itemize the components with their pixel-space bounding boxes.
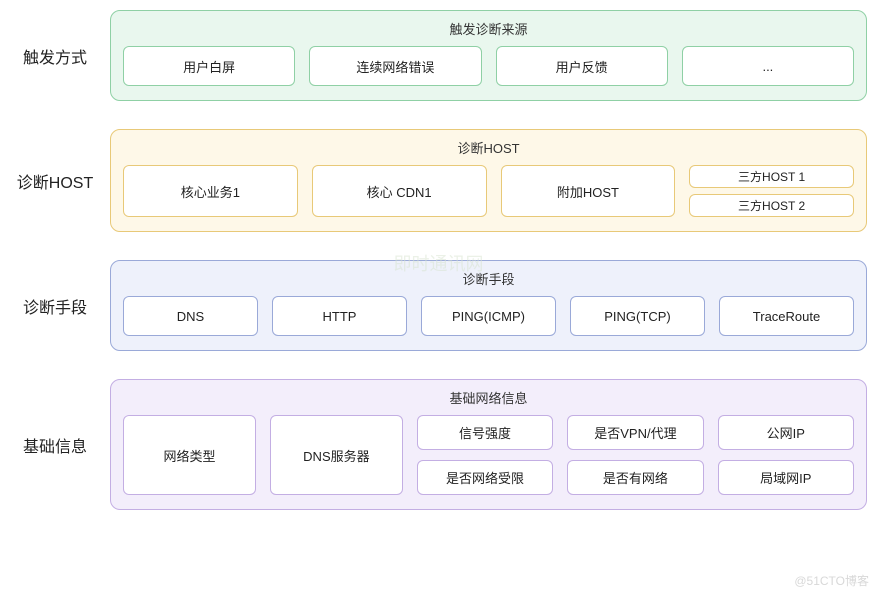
box-info-g-1: 是否VPN/代理 [567,415,703,450]
box-trigger-1: 连续网络错误 [309,46,481,86]
row-trigger: 触发方式 触发诊断来源 用户白屏 连续网络错误 用户反馈 ... [0,10,867,101]
col-info-0: 信号强度 是否网络受限 [417,415,553,495]
box-method-3: PING(TCP) [570,296,705,336]
box-info-g-0: 信号强度 [417,415,553,450]
section-host: 诊断HOST 核心业务1 核心 CDN1 附加HOST 三方HOST 1 三方H… [110,129,867,232]
stack-host: 三方HOST 1 三方HOST 2 [689,165,854,217]
box-trigger-3: ... [682,46,854,86]
box-host-1: 核心 CDN1 [312,165,487,217]
box-info-g-4: 是否有网络 [567,460,703,495]
box-host-stack-0: 三方HOST 1 [689,165,854,188]
boxes-host: 核心业务1 核心 CDN1 附加HOST 三方HOST 1 三方HOST 2 [123,165,854,217]
box-method-2: PING(ICMP) [421,296,556,336]
col-info-2: 公网IP 局域网IP [718,415,854,495]
boxes-trigger: 用户白屏 连续网络错误 用户反馈 ... [123,46,854,86]
section-method: 诊断手段 DNS HTTP PING(ICMP) PING(TCP) Trace… [110,260,867,351]
label-info: 基础信息 [0,433,110,457]
box-trigger-0: 用户白屏 [123,46,295,86]
box-method-4: TraceRoute [719,296,854,336]
watermark-bottom-right: @51CTO博客 [794,572,869,589]
section-info: 基础网络信息 网络类型 DNS服务器 信号强度 是否网络受限 是否VPN/代理 … [110,379,867,510]
boxes-info: 网络类型 DNS服务器 信号强度 是否网络受限 是否VPN/代理 是否有网络 公… [123,415,854,495]
box-method-1: HTTP [272,296,407,336]
row-method: 诊断手段 诊断手段 DNS HTTP PING(ICMP) PING(TCP) … [0,260,867,351]
box-info-g-5: 局域网IP [718,460,854,495]
boxes-method: DNS HTTP PING(ICMP) PING(TCP) TraceRoute [123,296,854,336]
box-info-g-2: 公网IP [718,415,854,450]
title-info: 基础网络信息 [123,388,854,407]
box-host-stack-1: 三方HOST 2 [689,194,854,217]
row-info: 基础信息 基础网络信息 网络类型 DNS服务器 信号强度 是否网络受限 是否VP… [0,379,867,510]
section-trigger: 触发诊断来源 用户白屏 连续网络错误 用户反馈 ... [110,10,867,101]
box-trigger-2: 用户反馈 [496,46,668,86]
label-trigger: 触发方式 [0,44,110,68]
title-method: 诊断手段 [123,269,854,288]
grid-info: 信号强度 是否网络受限 是否VPN/代理 是否有网络 公网IP 局域网IP [417,415,854,495]
col-info-1: 是否VPN/代理 是否有网络 [567,415,703,495]
box-info-tall-0: 网络类型 [123,415,256,495]
title-trigger: 触发诊断来源 [123,19,854,38]
box-info-g-3: 是否网络受限 [417,460,553,495]
title-host: 诊断HOST [123,138,854,157]
label-method: 诊断手段 [0,294,110,318]
label-host: 诊断HOST [0,169,110,193]
box-info-tall-1: DNS服务器 [270,415,403,495]
row-host: 诊断HOST 诊断HOST 核心业务1 核心 CDN1 附加HOST 三方HOS… [0,129,867,232]
box-host-2: 附加HOST [501,165,676,217]
box-method-0: DNS [123,296,258,336]
box-host-0: 核心业务1 [123,165,298,217]
